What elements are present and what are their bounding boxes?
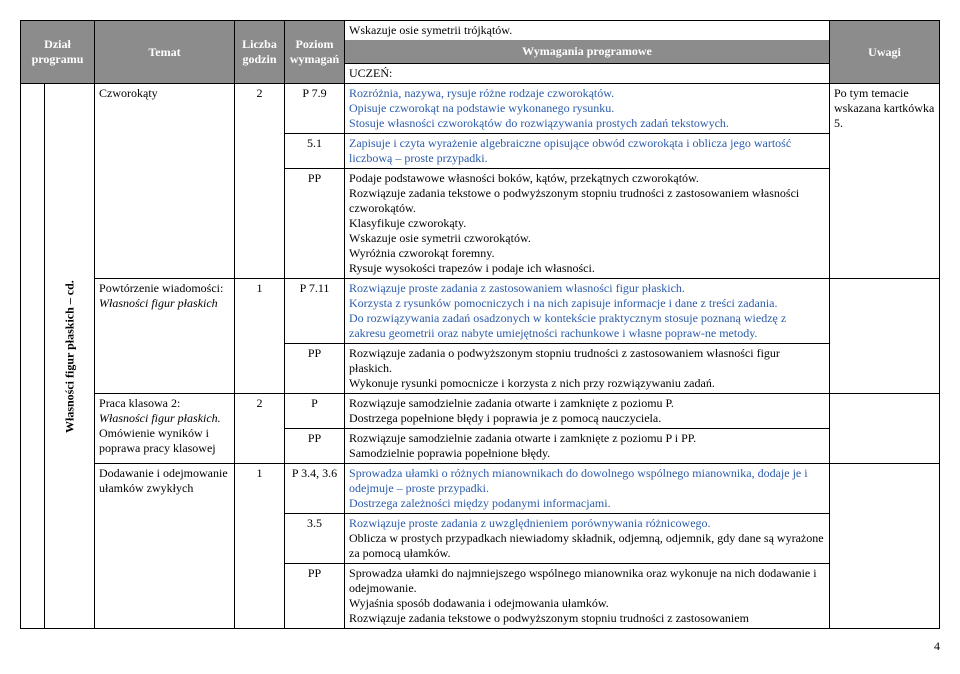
- table-row: Praca klasowa 2:Własności figur płaskich…: [21, 394, 940, 429]
- header-uwagi: Uwagi: [830, 21, 940, 84]
- header-temat: Temat: [95, 21, 235, 84]
- section-sidebar: Własności figur płaskich – cd.: [45, 84, 95, 629]
- level-text: Sprowadza ułamki o różnych mianownikach …: [345, 464, 830, 514]
- level-code: PP: [285, 344, 345, 394]
- temat-cell: Praca klasowa 2:Własności figur płaskich…: [95, 394, 235, 464]
- level-text: Zapisuje i czyta wyrażenie algebraiczne …: [345, 134, 830, 169]
- godzin-cell: 2: [235, 84, 285, 279]
- uwagi-cell: [830, 394, 940, 464]
- uwagi-cell: [830, 464, 940, 629]
- level-code: PP: [285, 169, 345, 279]
- header-uczen: UCZEŃ:: [345, 64, 830, 84]
- table-row: Dodawanie i odejmowanie ułamków zwykłych…: [21, 464, 940, 514]
- level-code: 3.5: [285, 514, 345, 564]
- level-code: P: [285, 394, 345, 429]
- level-text: Rozwiązuje proste zadania z uwzględnieni…: [345, 514, 830, 564]
- temat-cell: Powtórzenie wiadomości: Własności figur …: [95, 279, 235, 394]
- header-godzin: Liczba godzin: [235, 21, 285, 84]
- godzin-cell: 1: [235, 279, 285, 394]
- level-code: P 3.4, 3.6: [285, 464, 345, 514]
- level-text: Rozwiązuje samodzielnie zadania otwarte …: [345, 429, 830, 464]
- level-text: Rozwiązuje zadania o podwyższonym stopni…: [345, 344, 830, 394]
- header-poziom: Poziom wymagań: [285, 21, 345, 84]
- table-row: Własności figur płaskich – cd.Czworokąty…: [21, 84, 940, 134]
- temat-cell: Czworokąty: [95, 84, 235, 279]
- header-wymagania: Wskazuje osie symetrii trójkątów. Wymaga…: [345, 21, 830, 64]
- table-row: Powtórzenie wiadomości: Własności figur …: [21, 279, 940, 344]
- level-code: PP: [285, 429, 345, 464]
- godzin-cell: 1: [235, 464, 285, 629]
- level-code: PP: [285, 564, 345, 629]
- uwagi-cell: Po tym temacie wskazana kartkówka 5.: [830, 84, 940, 279]
- level-text: Podaje podstawowe własności boków, kątów…: [345, 169, 830, 279]
- level-text: Rozwiązuje proste zadania z zastosowanie…: [345, 279, 830, 344]
- level-code: P 7.9: [285, 84, 345, 134]
- godzin-cell: 2: [235, 394, 285, 464]
- level-code: 5.1: [285, 134, 345, 169]
- uwagi-cell: [830, 279, 940, 394]
- level-text: Rozwiązuje samodzielnie zadania otwarte …: [345, 394, 830, 429]
- curriculum-table: Dział programu Temat Liczba godzin Pozio…: [20, 20, 940, 629]
- header-dzial: Dział programu: [21, 21, 95, 84]
- page-number: 4: [20, 639, 940, 654]
- spacer-cell: [21, 84, 45, 629]
- level-code: P 7.11: [285, 279, 345, 344]
- level-text: Sprowadza ułamki do najmniejszego wspóln…: [345, 564, 830, 629]
- temat-cell: Dodawanie i odejmowanie ułamków zwykłych: [95, 464, 235, 629]
- level-text: Rozróżnia, nazywa, rysuje różne rodzaje …: [345, 84, 830, 134]
